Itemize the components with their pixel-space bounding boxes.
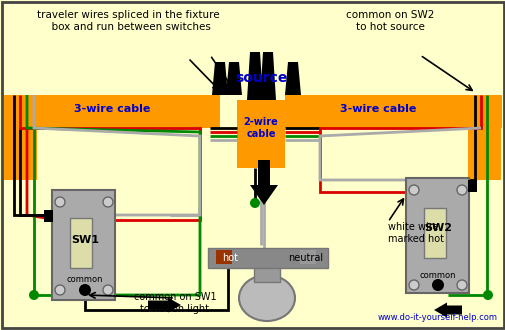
Circle shape [431, 279, 443, 291]
Circle shape [55, 197, 65, 207]
Polygon shape [246, 52, 263, 100]
Circle shape [456, 280, 466, 290]
Circle shape [103, 285, 113, 295]
Text: SW1: SW1 [71, 235, 99, 245]
Circle shape [79, 284, 91, 296]
Text: source: source [234, 71, 287, 85]
Polygon shape [260, 52, 275, 100]
Polygon shape [226, 62, 241, 95]
Text: common: common [67, 276, 103, 284]
Bar [405, 178, 468, 293]
Text: neutral: neutral [288, 253, 323, 263]
Text: SW2: SW2 [423, 223, 451, 233]
FancyArrow shape [147, 298, 181, 313]
Polygon shape [212, 62, 228, 95]
Bar [70, 218, 92, 268]
Circle shape [249, 198, 260, 208]
Polygon shape [284, 62, 300, 95]
Text: 2-wire
cable: 2-wire cable [243, 117, 278, 139]
Polygon shape [249, 160, 277, 205]
Text: traveler wires spliced in the fixture
  box and run between switches: traveler wires spliced in the fixture bo… [37, 10, 219, 32]
Circle shape [408, 280, 418, 290]
Bar [4, 95, 220, 128]
Text: 3-wire cable: 3-wire cable [339, 104, 416, 114]
Bar [208, 248, 327, 268]
Bar [254, 268, 279, 282]
Circle shape [482, 290, 492, 300]
Bar [467, 180, 476, 192]
Bar [467, 95, 500, 180]
FancyArrow shape [433, 303, 461, 317]
Circle shape [55, 285, 65, 295]
Bar [4, 95, 37, 180]
Bar [299, 250, 316, 264]
Bar [284, 95, 501, 128]
Text: 3-wire cable: 3-wire cable [74, 104, 150, 114]
Circle shape [29, 290, 39, 300]
Text: hot: hot [222, 253, 237, 263]
Text: common on SW2
to hot source: common on SW2 to hot source [345, 10, 433, 32]
Ellipse shape [238, 275, 294, 321]
Text: common: common [419, 271, 456, 280]
Text: white wire
marked hot: white wire marked hot [387, 222, 443, 244]
Bar [423, 208, 445, 258]
Circle shape [456, 185, 466, 195]
Bar [44, 210, 53, 222]
Text: www.do-it-yourself-help.com: www.do-it-yourself-help.com [377, 313, 497, 322]
Bar [236, 100, 284, 168]
Circle shape [408, 185, 418, 195]
Text: common on SW1
to hot on light: common on SW1 to hot on light [133, 292, 216, 314]
Bar [52, 190, 115, 300]
Bar [216, 250, 231, 264]
Circle shape [103, 197, 113, 207]
